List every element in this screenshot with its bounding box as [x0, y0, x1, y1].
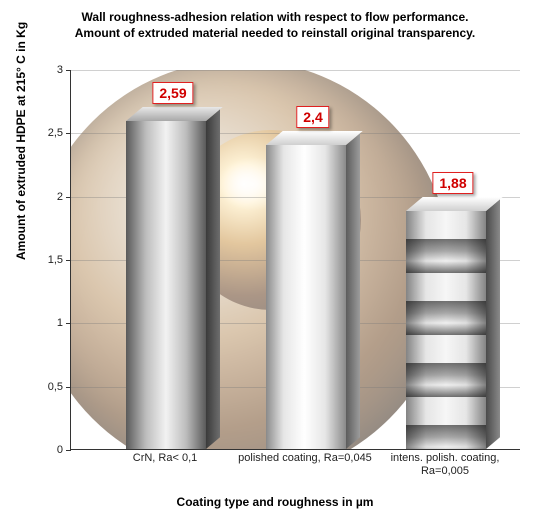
- bar-top: [406, 197, 503, 211]
- bar-side: [346, 133, 360, 449]
- y-tick-label: 2,5: [48, 127, 71, 139]
- y-tick-label: 1,5: [48, 254, 71, 266]
- y-tick-label: 0: [57, 444, 71, 456]
- y-axis-label: Amount of extruded HDPE at 215° C in Kg: [14, 22, 28, 260]
- bar-top: [266, 131, 363, 145]
- bar-value-label: 1,88: [432, 172, 473, 194]
- y-tick-label: 2: [57, 191, 71, 203]
- bar-2: 1,88: [406, 197, 500, 449]
- bar-side: [206, 109, 220, 449]
- chart-container: Wall roughness-adhesion relation with re…: [0, 0, 550, 523]
- chart-title-line1: Wall roughness-adhesion relation with re…: [20, 10, 530, 26]
- bar-0: 2,59: [126, 107, 220, 449]
- y-tick-label: 3: [57, 64, 71, 76]
- chart-title-line2: Amount of extruded material needed to re…: [20, 26, 530, 42]
- x-tick-label: intens. polish. coating, Ra=0,005: [375, 452, 515, 477]
- plot-area: 00,511,522,53 2,592,41,88: [70, 70, 520, 450]
- bar-front: [406, 211, 486, 449]
- bar-top: [126, 107, 223, 121]
- x-tick-label: polished coating, Ra=0,045: [235, 452, 375, 465]
- x-tick-label: CrN, Ra< 0,1: [95, 452, 235, 465]
- chart-title: Wall roughness-adhesion relation with re…: [0, 0, 550, 45]
- bar-1: 2,4: [266, 131, 360, 449]
- y-tick-label: 1: [57, 317, 71, 329]
- bar-value-label: 2,4: [296, 106, 329, 128]
- bar-side: [486, 199, 500, 449]
- x-axis-label: Coating type and roughness in µm: [0, 495, 550, 509]
- bar-value-label: 2,59: [152, 82, 193, 104]
- bar-front: [126, 121, 206, 449]
- bars-layer: 2,59 2,4 1,88: [71, 70, 520, 449]
- bar-front: [266, 145, 346, 449]
- y-tick-label: 0,5: [48, 381, 71, 393]
